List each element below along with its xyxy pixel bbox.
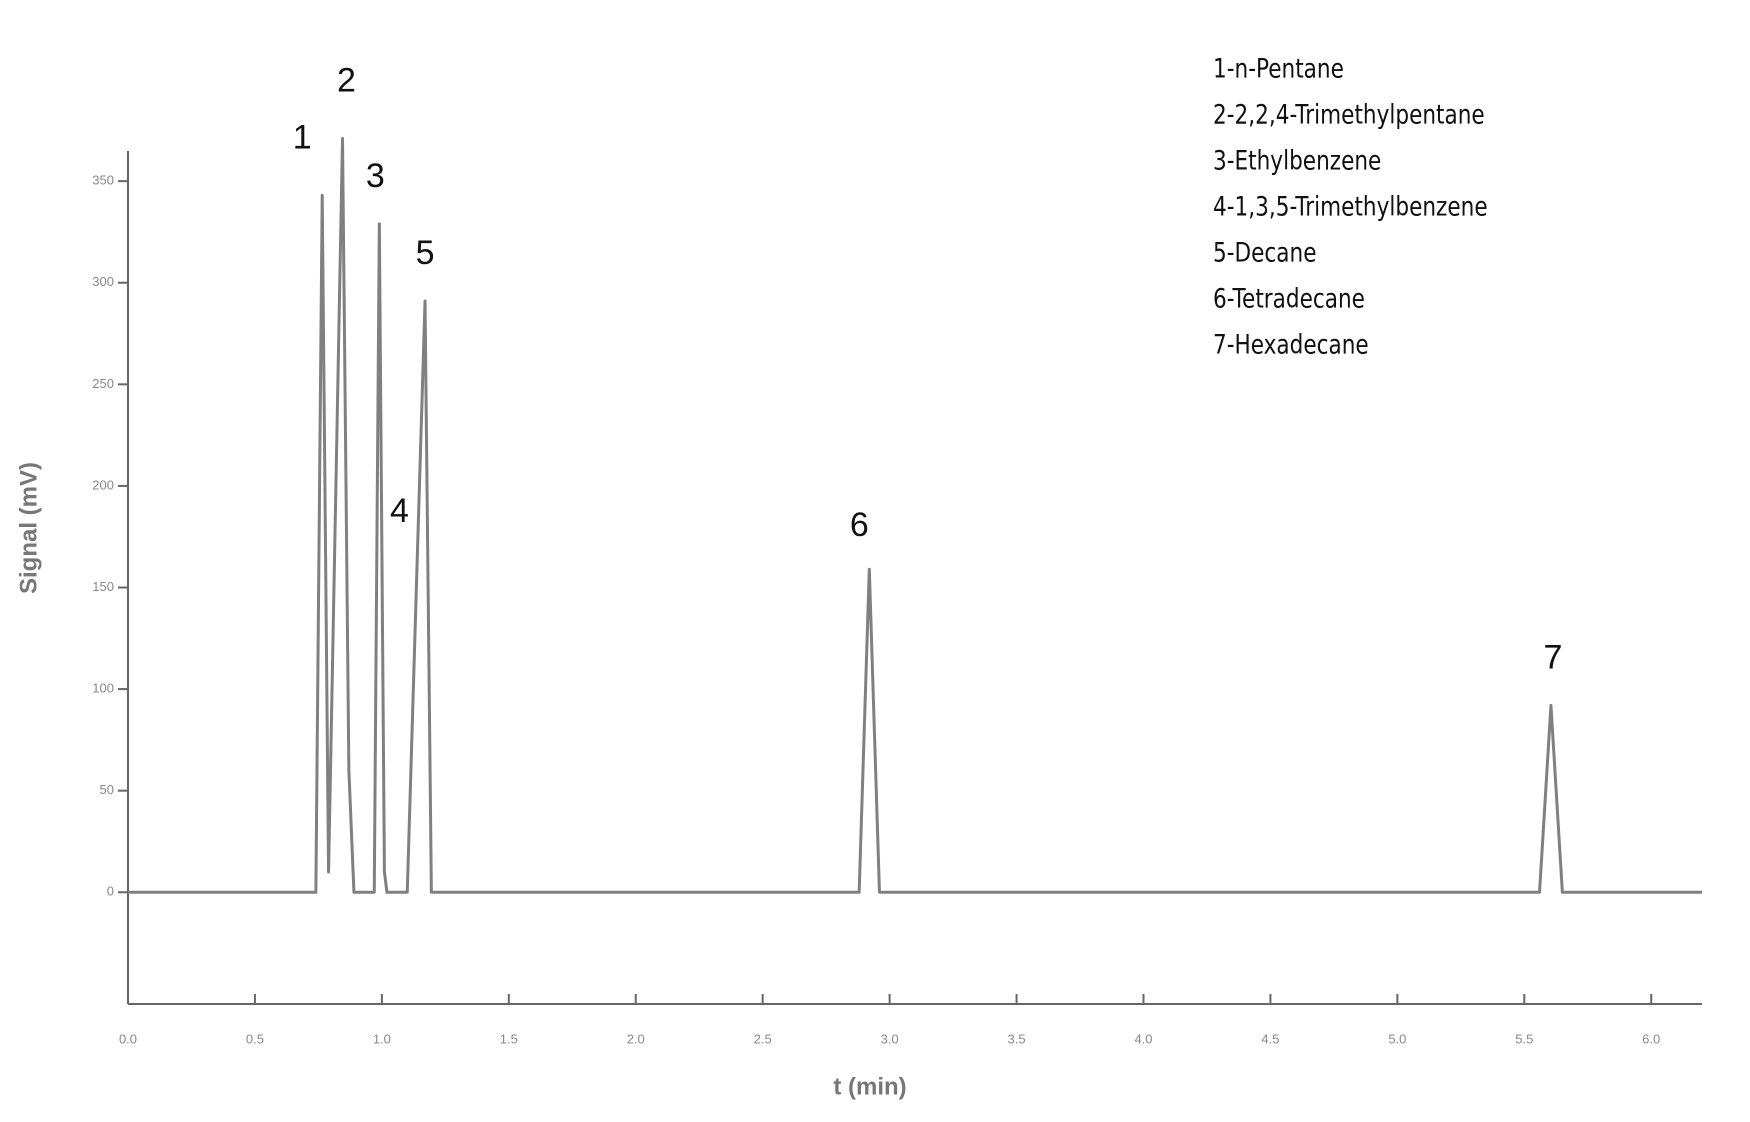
legend-entry: 5-Decane xyxy=(1213,236,1317,268)
legend-entry: 7-Hexadecane xyxy=(1213,328,1369,360)
peak-label: 5 xyxy=(416,234,435,272)
y-tick-label: 250 xyxy=(92,376,114,391)
x-tick-label: 5.5 xyxy=(1515,1031,1533,1046)
y-tick-label: 350 xyxy=(92,173,114,188)
x-tick-label: 0.5 xyxy=(246,1031,264,1046)
y-tick-label: 200 xyxy=(92,477,114,492)
legend-entry: 6-Tetradecane xyxy=(1213,282,1365,314)
peak-label: 7 xyxy=(1543,638,1562,676)
x-tick-label: 3.0 xyxy=(881,1031,899,1046)
legend-entry: 4-1,3,5-Trimethylbenzene xyxy=(1213,190,1488,222)
legend-entry: 3-Ethylbenzene xyxy=(1213,144,1381,176)
peak-label: 3 xyxy=(366,157,385,195)
x-tick-label: 0.0 xyxy=(119,1031,137,1046)
y-tick-label: 0 xyxy=(107,884,114,899)
signal-line xyxy=(128,136,1702,894)
peak-label: 6 xyxy=(850,506,869,544)
x-tick-label: 4.0 xyxy=(1134,1031,1152,1046)
x-tick-label: 2.0 xyxy=(627,1031,645,1046)
peak-label: 1 xyxy=(293,118,312,156)
peak-label: 2 xyxy=(337,61,356,99)
x-tick-label: 5.0 xyxy=(1388,1031,1406,1046)
y-tick-label: 100 xyxy=(92,681,114,696)
legend-entry: 2-2,2,4-Trimethylpentane xyxy=(1213,98,1485,130)
y-axis-label: Signal (mV) xyxy=(15,462,42,594)
x-tick-label: 3.5 xyxy=(1008,1031,1026,1046)
x-tick-label: 6.0 xyxy=(1642,1031,1660,1046)
y-tick-label: 300 xyxy=(92,274,114,289)
legend-entry: 1-n-Pentane xyxy=(1213,52,1344,84)
y-tick-label: 150 xyxy=(92,579,114,594)
x-tick-label: 4.5 xyxy=(1261,1031,1279,1046)
y-tick-label: 50 xyxy=(100,782,114,797)
x-axis-label: t (min) xyxy=(833,1073,906,1100)
x-tick-label: 1.0 xyxy=(373,1031,391,1046)
x-tick-label: 1.5 xyxy=(500,1031,518,1046)
peak-label: 4 xyxy=(390,492,409,530)
x-tick-label: 2.5 xyxy=(754,1031,772,1046)
